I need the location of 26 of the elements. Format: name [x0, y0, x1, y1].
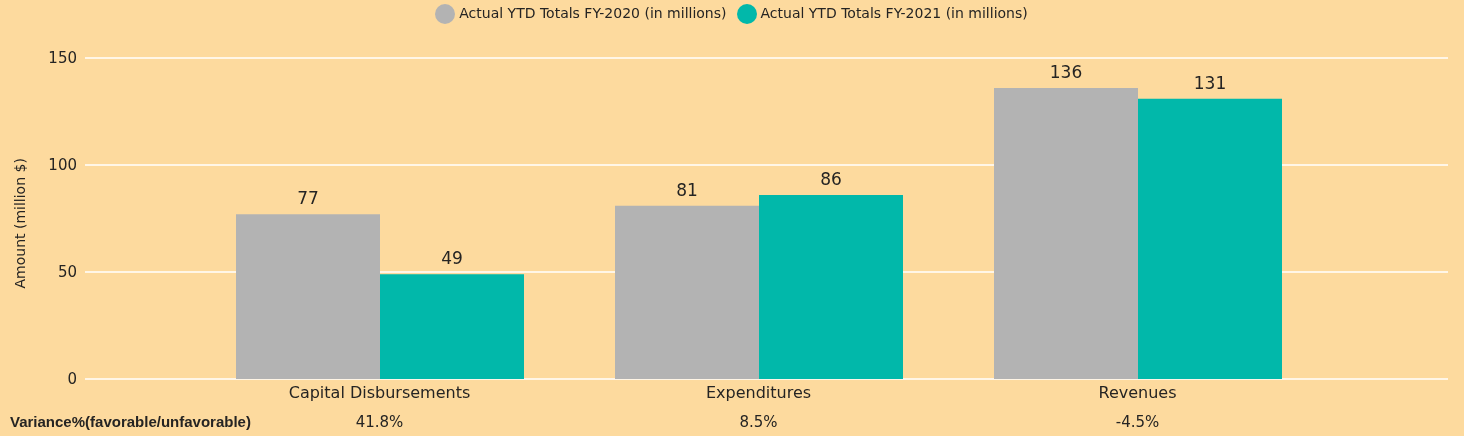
data-label: 49	[441, 248, 463, 269]
bar	[759, 194, 903, 379]
text: Variance%(favorable/unfavorable)	[10, 413, 251, 430]
data-label: 136	[1049, 61, 1083, 82]
y-tick-label: 0	[67, 370, 77, 389]
text: -4.5%	[1114, 413, 1161, 431]
y-tick-label: 100	[48, 156, 77, 175]
text: 41.8%	[354, 413, 405, 431]
bar	[615, 205, 759, 379]
data-label: 86	[820, 168, 842, 189]
x-tick-label: Revenues	[1098, 383, 1177, 403]
data-label: 77	[297, 188, 319, 209]
y-axis-title: Amount (million $)	[11, 158, 28, 289]
data-label: 131	[1193, 72, 1227, 93]
y-tick-label: 150	[48, 49, 77, 68]
bar	[380, 274, 524, 379]
data-label: 81	[676, 179, 698, 200]
x-tick-label: Capital Disbursements	[288, 383, 471, 403]
text: 8.5%	[738, 413, 779, 431]
bar	[1138, 98, 1282, 379]
legend-label: Actual YTD Totals FY-2020 (in millions)	[459, 5, 727, 21]
bar	[236, 214, 380, 379]
legend-label: Actual YTD Totals FY-2021 (in millions)	[760, 5, 1028, 21]
bar	[994, 87, 1138, 379]
y-tick-label: 50	[57, 263, 77, 282]
x-tick-label: Expenditures	[705, 383, 812, 403]
